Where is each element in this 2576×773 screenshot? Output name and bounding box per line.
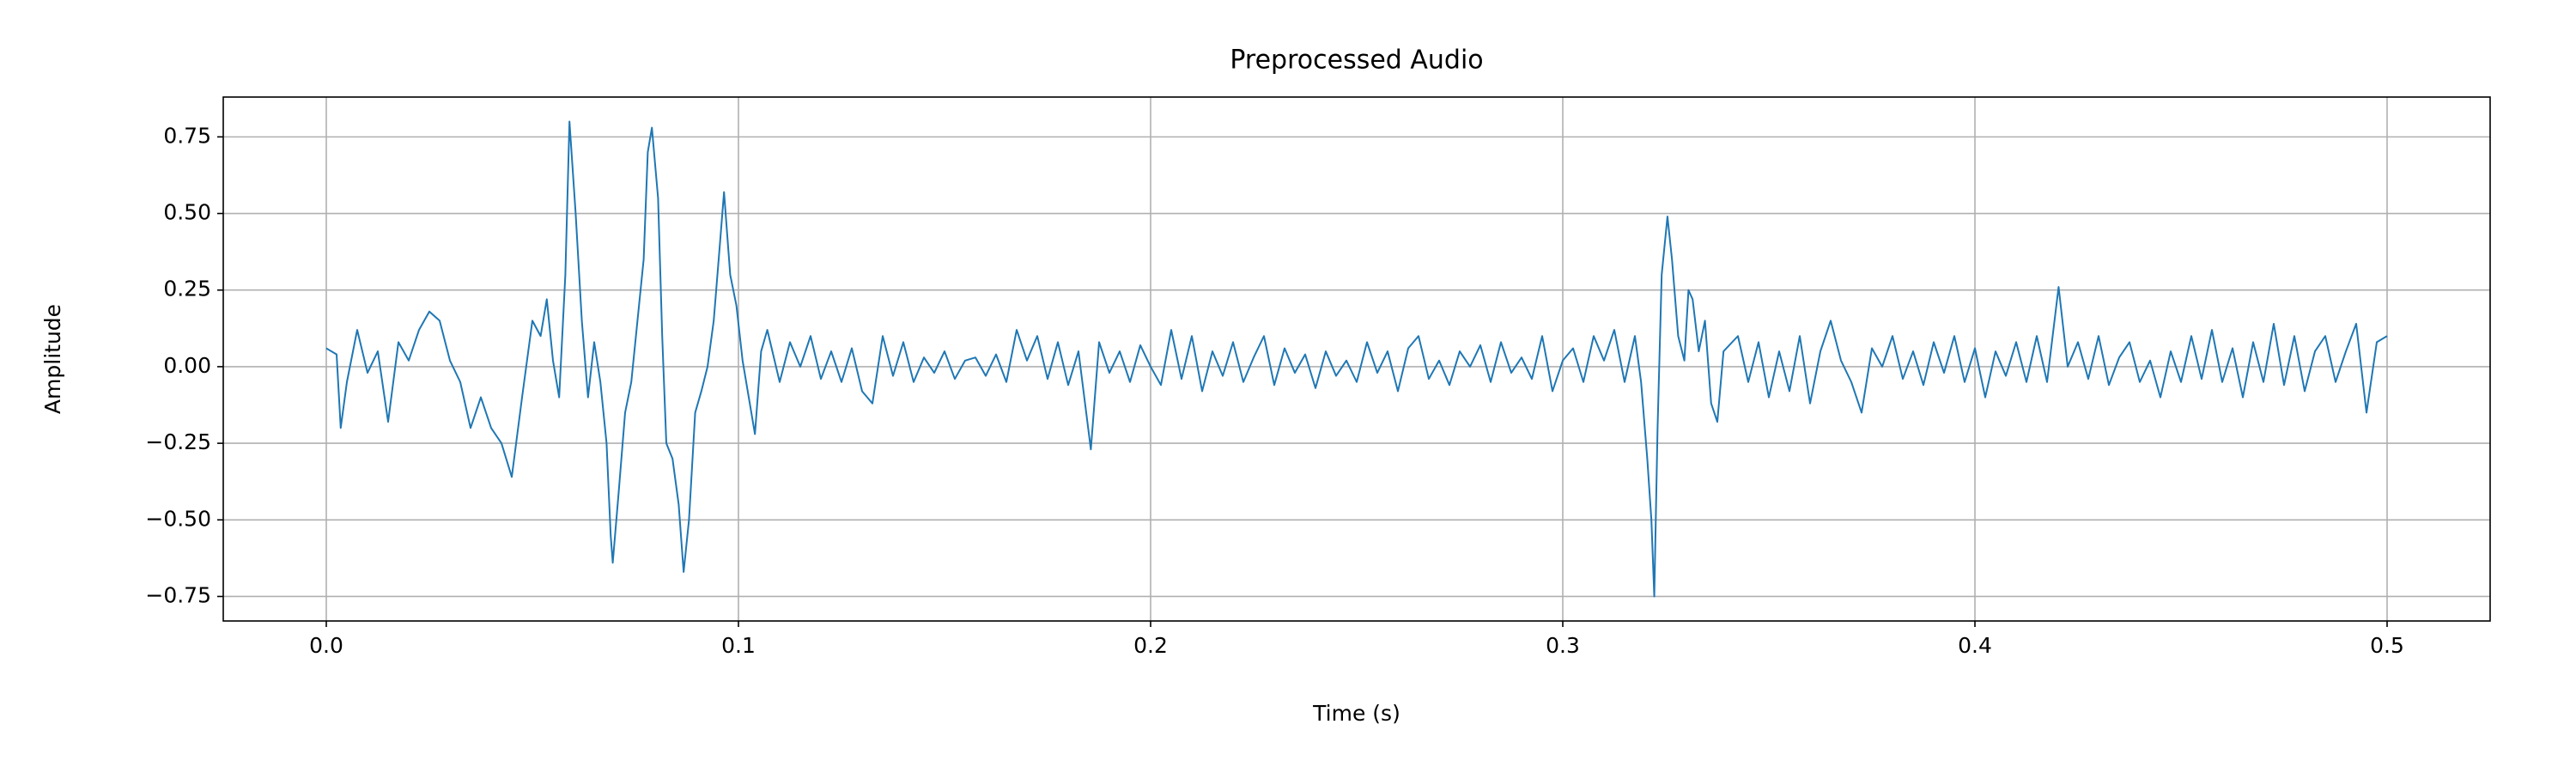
x-tick-label: 0.2 [1133, 633, 1168, 658]
x-axis-label: Time (s) [1312, 701, 1400, 726]
x-tick-label: 0.5 [2370, 633, 2404, 658]
y-tick-label: 0.50 [163, 200, 211, 225]
x-tick-label: 0.0 [309, 633, 343, 658]
y-tick-label: 0.75 [163, 123, 211, 148]
x-tick-label: 0.4 [1958, 633, 1992, 658]
waveform-line [325, 120, 2388, 598]
y-axis-label: Amplitude [40, 304, 65, 414]
y-tick-label: −0.75 [145, 582, 211, 607]
y-tick-label: −0.25 [145, 429, 211, 454]
plot-frame [222, 96, 2491, 622]
chart-title: Preprocessed Audio [1230, 46, 1483, 76]
y-tick-label: −0.50 [145, 506, 211, 531]
x-tick-label: 0.1 [721, 633, 756, 658]
x-tick-label: 0.3 [1546, 633, 1580, 658]
y-tick-label: 0.00 [163, 353, 211, 378]
y-tick-label: 0.25 [163, 277, 211, 301]
